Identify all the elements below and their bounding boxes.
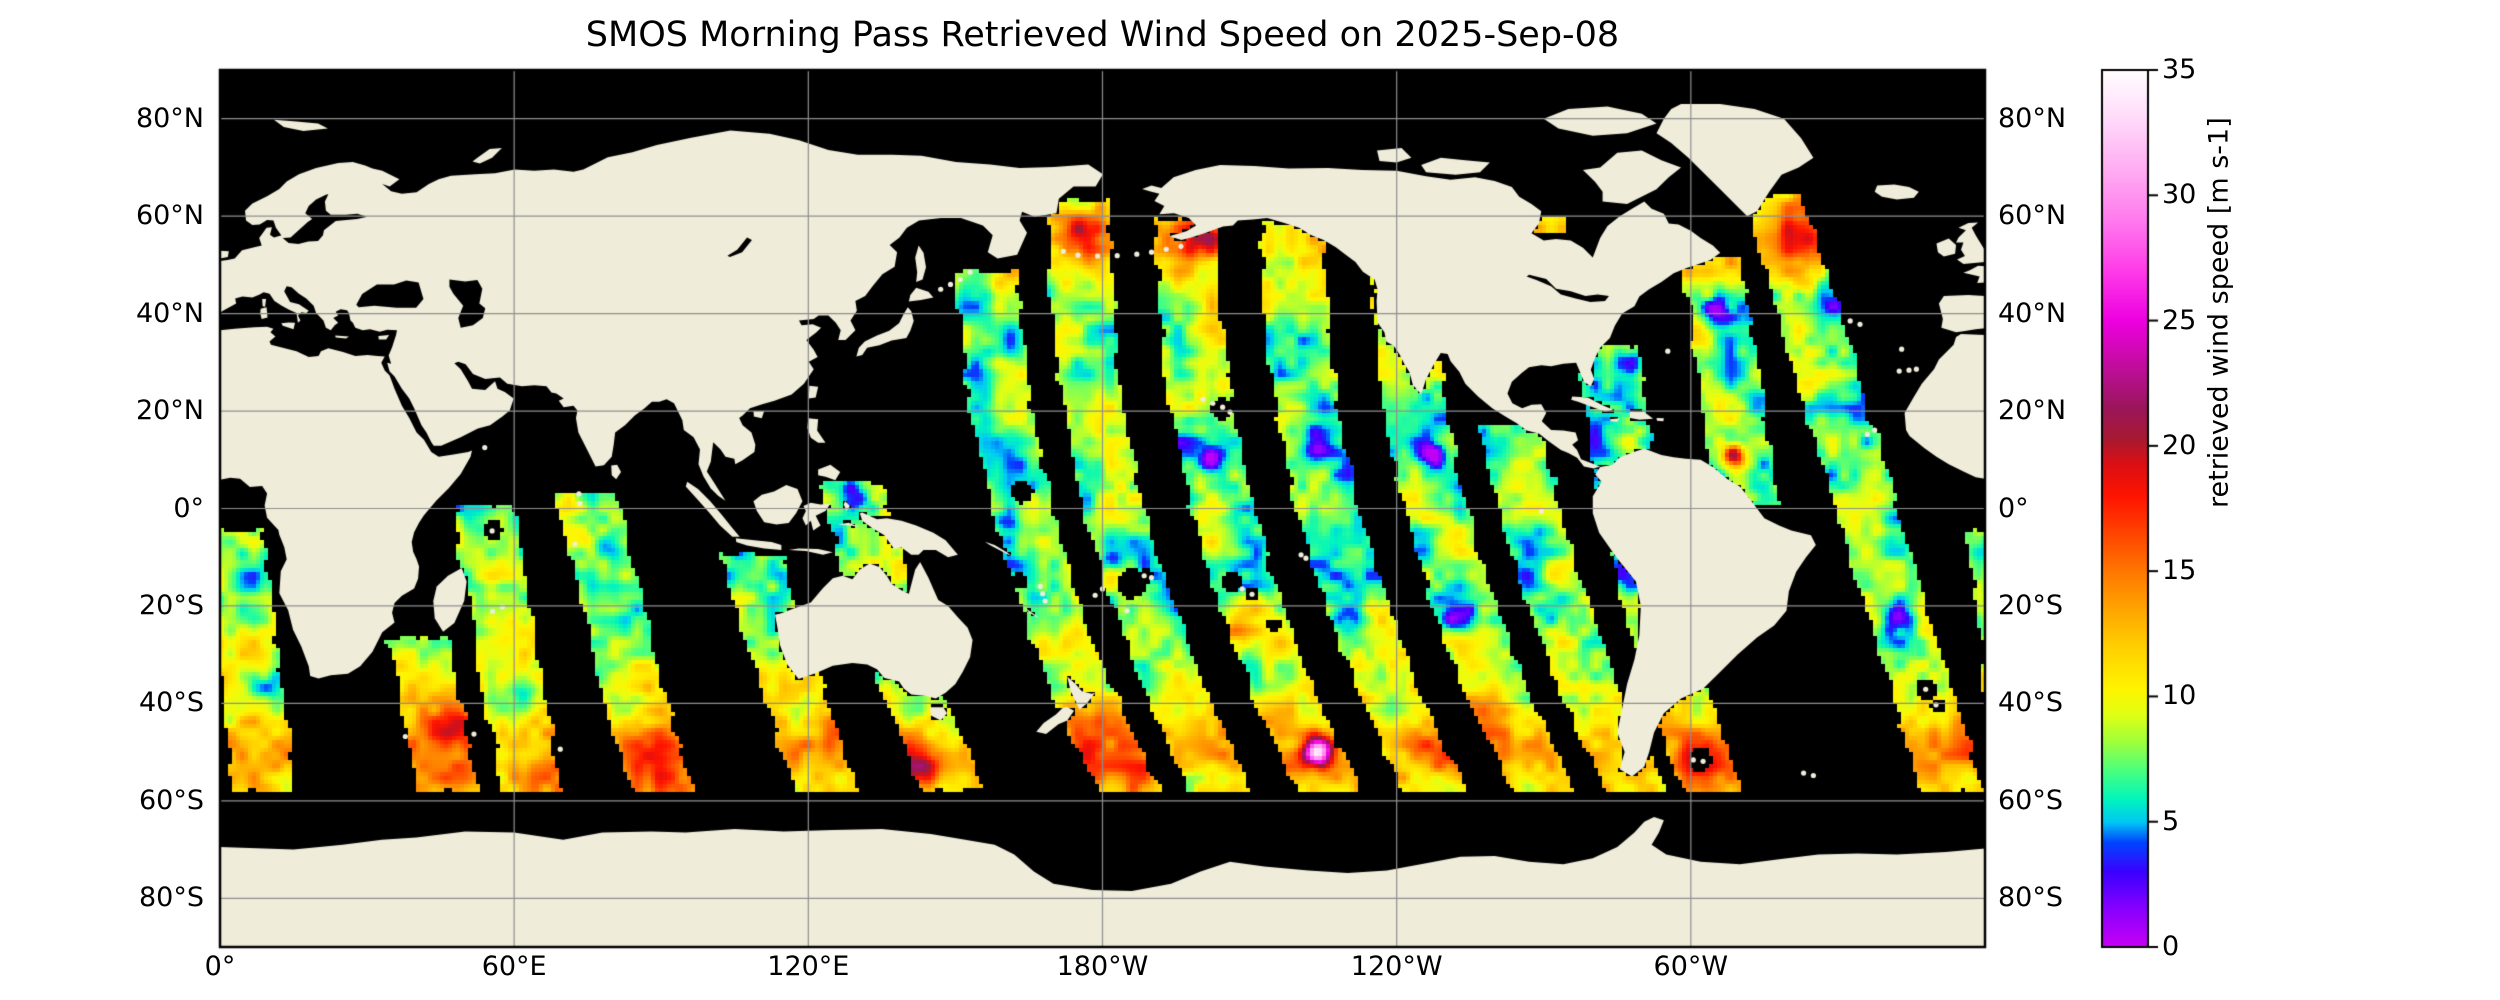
lat-tick-left-80°S: 80°S [139, 882, 204, 914]
lon-tick-60°W: 60°W [1653, 951, 1729, 982]
lat-tick-right-80°S: 80°S [1998, 882, 2063, 914]
lon-tick-60°E: 60°E [481, 951, 547, 982]
lat-tick-left-60°N: 60°N [135, 200, 204, 232]
colorbar-tick-5: 5 [2162, 805, 2180, 837]
lat-tick-left-80°N: 80°N [135, 102, 204, 134]
colorbar-tick-10: 10 [2162, 680, 2197, 712]
lon-tick-120°E: 120°E [767, 951, 850, 982]
lat-tick-left-60°S: 60°S [139, 784, 204, 816]
lat-tick-left-20°N: 20°N [135, 395, 204, 427]
lat-tick-right-60°S: 60°S [1998, 784, 2063, 816]
lon-tick-120°W: 120°W [1350, 951, 1443, 982]
lon-tick-0°: 0° [204, 951, 236, 982]
lat-tick-right-40°N: 40°N [1998, 297, 2067, 329]
lat-tick-right-20°N: 20°N [1998, 395, 2067, 427]
lat-tick-left-0°: 0° [173, 492, 204, 524]
lat-tick-right-0°: 0° [1998, 492, 2029, 524]
lat-tick-left-40°N: 40°N [135, 297, 204, 329]
lat-tick-right-60°N: 60°N [1998, 200, 2067, 232]
lon-tick-180°W: 180°W [1056, 951, 1149, 982]
lat-tick-right-20°S: 20°S [1998, 589, 2063, 621]
colorbar-tick-20: 20 [2162, 429, 2197, 461]
colorbar-tick-15: 15 [2162, 555, 2197, 587]
lat-tick-right-40°S: 40°S [1998, 687, 2063, 719]
colorbar-tick-25: 25 [2162, 304, 2197, 336]
lat-tick-left-40°S: 40°S [139, 687, 204, 719]
lat-tick-left-20°S: 20°S [139, 589, 204, 621]
chart-title: SMOS Morning Pass Retrieved Wind Speed o… [585, 15, 1620, 55]
lat-tick-right-80°N: 80°N [1998, 102, 2067, 134]
colorbar-tick-0: 0 [2162, 931, 2180, 962]
colorbar-tick-35: 35 [2162, 54, 2197, 85]
colorbar-tick-30: 30 [2162, 179, 2197, 211]
